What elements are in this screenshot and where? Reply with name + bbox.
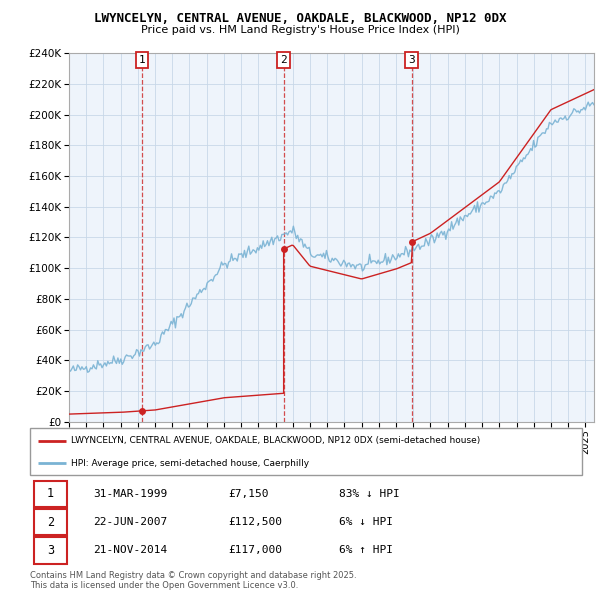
Text: 83% ↓ HPI: 83% ↓ HPI bbox=[339, 489, 400, 499]
Text: 3: 3 bbox=[47, 544, 54, 557]
Text: £7,150: £7,150 bbox=[229, 489, 269, 499]
Text: 21-NOV-2014: 21-NOV-2014 bbox=[94, 546, 168, 555]
Text: LWYNCELYN, CENTRAL AVENUE, OAKDALE, BLACKWOOD, NP12 0DX: LWYNCELYN, CENTRAL AVENUE, OAKDALE, BLAC… bbox=[94, 12, 506, 25]
Text: 2: 2 bbox=[280, 55, 287, 65]
Text: HPI: Average price, semi-detached house, Caerphilly: HPI: Average price, semi-detached house,… bbox=[71, 458, 310, 468]
Text: 31-MAR-1999: 31-MAR-1999 bbox=[94, 489, 168, 499]
Text: 1: 1 bbox=[139, 55, 146, 65]
Text: 3: 3 bbox=[408, 55, 415, 65]
Text: 22-JUN-2007: 22-JUN-2007 bbox=[94, 517, 168, 527]
FancyBboxPatch shape bbox=[30, 428, 582, 475]
FancyBboxPatch shape bbox=[34, 537, 67, 564]
Text: 2: 2 bbox=[47, 516, 54, 529]
Text: Contains HM Land Registry data © Crown copyright and database right 2025.
This d: Contains HM Land Registry data © Crown c… bbox=[30, 571, 356, 590]
Text: 1: 1 bbox=[47, 487, 54, 500]
Text: LWYNCELYN, CENTRAL AVENUE, OAKDALE, BLACKWOOD, NP12 0DX (semi-detached house): LWYNCELYN, CENTRAL AVENUE, OAKDALE, BLAC… bbox=[71, 437, 481, 445]
Text: 6% ↓ HPI: 6% ↓ HPI bbox=[339, 517, 393, 527]
FancyBboxPatch shape bbox=[34, 509, 67, 536]
Text: Price paid vs. HM Land Registry's House Price Index (HPI): Price paid vs. HM Land Registry's House … bbox=[140, 25, 460, 35]
Text: 6% ↑ HPI: 6% ↑ HPI bbox=[339, 546, 393, 555]
FancyBboxPatch shape bbox=[34, 480, 67, 507]
Text: £117,000: £117,000 bbox=[229, 546, 283, 555]
Text: £112,500: £112,500 bbox=[229, 517, 283, 527]
